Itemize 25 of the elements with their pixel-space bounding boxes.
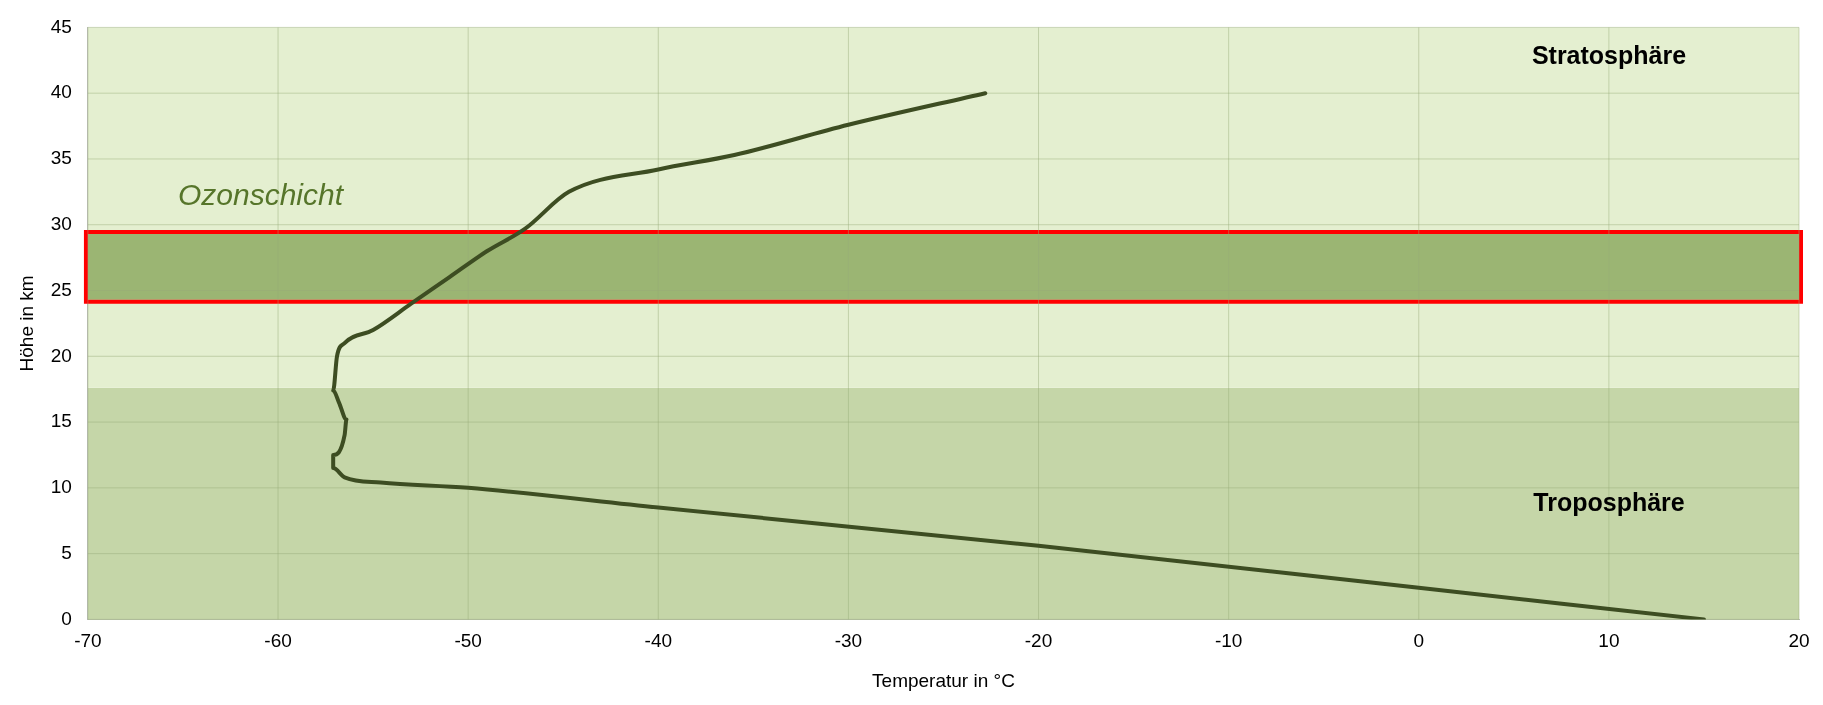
- x-tick-label: -20: [1024, 630, 1053, 652]
- y-tick-label: 35: [50, 147, 72, 169]
- x-axis-title: Temperatur in °C: [872, 669, 1015, 691]
- y-tick-label: 40: [50, 81, 72, 103]
- y-tick-label: 30: [50, 212, 72, 234]
- y-tick-label: 15: [50, 410, 72, 432]
- x-tick-label: 0: [1413, 630, 1425, 652]
- x-tick-label: 10: [1598, 630, 1620, 652]
- y-tick-label: 20: [50, 344, 72, 366]
- band-label: Troposphäre: [1533, 487, 1685, 516]
- y-tick-label: 45: [50, 15, 72, 37]
- x-tick-label: -70: [74, 630, 102, 652]
- x-tick-label: -60: [264, 630, 292, 652]
- y-tick-label: 0: [61, 607, 72, 629]
- x-tick-label: -40: [644, 630, 673, 652]
- band-label: Stratosphäre: [1531, 41, 1687, 70]
- x-tick-label: -30: [834, 630, 863, 652]
- y-tick-label: 5: [61, 541, 72, 563]
- x-tick-label: -50: [454, 630, 482, 652]
- x-tick-label: -10: [1214, 630, 1243, 652]
- y-tick-label: 25: [50, 278, 72, 300]
- x-tick-label: 20: [1788, 630, 1810, 652]
- band-label: Ozonschicht: [177, 178, 345, 212]
- y-axis-title: Höhe in km: [15, 275, 37, 372]
- y-tick-label: 10: [50, 476, 72, 498]
